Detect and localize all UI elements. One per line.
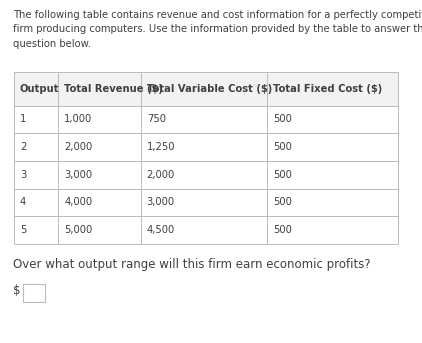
Bar [23, 284, 45, 302]
Text: 750: 750 [147, 114, 166, 125]
Bar [58, 72, 141, 106]
Text: 4,500: 4,500 [147, 225, 175, 235]
Bar [141, 72, 268, 106]
Bar [58, 161, 141, 189]
Text: 4,000: 4,000 [64, 198, 92, 208]
Text: 500: 500 [273, 198, 292, 208]
Text: 500: 500 [273, 170, 292, 180]
Text: 4: 4 [20, 198, 26, 208]
Text: 1,250: 1,250 [147, 142, 175, 152]
Text: $: $ [13, 284, 21, 297]
Bar [14, 72, 58, 106]
Bar [268, 161, 398, 189]
Bar [14, 106, 58, 133]
Bar [58, 216, 141, 244]
Bar [141, 189, 268, 216]
Bar [58, 133, 141, 161]
Text: 500: 500 [273, 142, 292, 152]
Text: 2: 2 [20, 142, 26, 152]
Text: Output: Output [20, 84, 60, 94]
Bar [14, 133, 58, 161]
Bar [141, 106, 268, 133]
Bar [14, 189, 58, 216]
Bar [268, 72, 398, 106]
Bar [58, 189, 141, 216]
Bar [14, 216, 58, 244]
Text: 3,000: 3,000 [147, 198, 175, 208]
Text: Total Revenue ($): Total Revenue ($) [64, 84, 163, 94]
Bar [268, 189, 398, 216]
Text: 1: 1 [20, 114, 26, 125]
Bar [268, 106, 398, 133]
Text: Total Fixed Cost ($): Total Fixed Cost ($) [273, 84, 383, 94]
Bar [141, 216, 268, 244]
Text: 3,000: 3,000 [64, 170, 92, 180]
Bar [268, 133, 398, 161]
Text: 500: 500 [273, 114, 292, 125]
Text: 1,000: 1,000 [64, 114, 92, 125]
Bar [141, 133, 268, 161]
Bar [14, 161, 58, 189]
Text: 2,000: 2,000 [64, 142, 92, 152]
Text: 5,000: 5,000 [64, 225, 92, 235]
Bar [58, 106, 141, 133]
Bar [268, 216, 398, 244]
Text: 500: 500 [273, 225, 292, 235]
Text: 3: 3 [20, 170, 26, 180]
Bar [141, 161, 268, 189]
Text: Over what output range will this firm earn economic profits?: Over what output range will this firm ea… [13, 258, 371, 271]
Text: The following table contains revenue and cost information for a perfectly compet: The following table contains revenue and… [13, 10, 422, 49]
Text: 5: 5 [20, 225, 26, 235]
Text: 2,000: 2,000 [147, 170, 175, 180]
Text: Total Variable Cost ($): Total Variable Cost ($) [147, 84, 272, 94]
